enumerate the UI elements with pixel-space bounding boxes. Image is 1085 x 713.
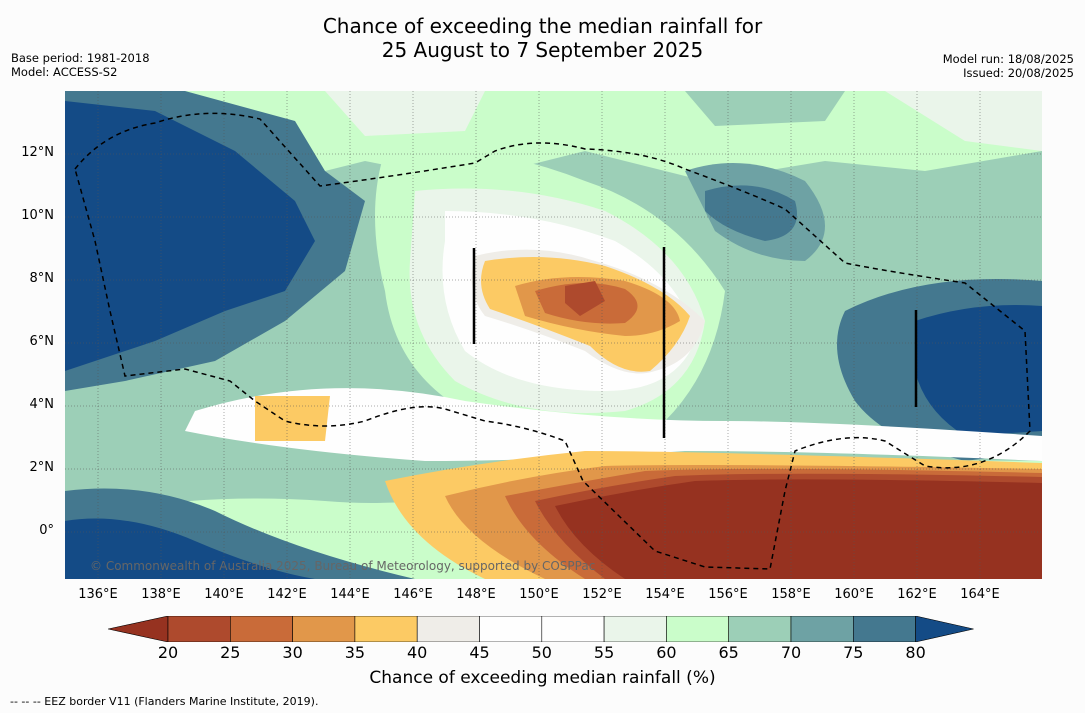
lon-label-146e: 146°E <box>393 587 433 602</box>
lon-label-148e: 148°E <box>456 587 496 602</box>
region-80-southwest <box>65 518 315 579</box>
base-period: Base period: 1981-2018 <box>11 51 150 65</box>
lon-label-156e: 156°E <box>708 587 748 602</box>
eez-border <box>74 112 1031 570</box>
region-80-west <box>65 101 315 371</box>
meta-right: Model run: 18/08/2025 Issued: 20/08/2025 <box>943 52 1074 80</box>
lat-label-4n: 4°N <box>29 397 55 412</box>
colorbar-tick-label: 30 <box>282 643 303 662</box>
graticule <box>65 91 1042 579</box>
colorbar-tick-label: 60 <box>656 643 677 662</box>
colorbar-segment <box>852 615 916 643</box>
lat-label-6n: 6°N <box>29 334 55 349</box>
colorbar-segment <box>603 615 667 643</box>
colorbar-segment <box>790 615 854 643</box>
colorbar-tick-label: 65 <box>718 643 739 662</box>
lon-label-154e: 154°E <box>645 587 685 602</box>
lon-label-150e: 150°E <box>519 587 559 602</box>
colorbar-tick-label: 50 <box>531 643 552 662</box>
title-line-2: 25 August to 7 September 2025 <box>381 38 704 62</box>
colorbar-segment <box>230 615 293 643</box>
copyright-notice: © Commonwealth of Australia 2025, Bureau… <box>90 559 596 573</box>
colorbar-segment <box>728 615 792 643</box>
colorbar-segment <box>292 615 356 643</box>
lon-label-152e: 152°E <box>582 587 622 602</box>
colorbar-tick-label: 80 <box>905 643 926 662</box>
colorbar-extend-low <box>107 615 169 643</box>
colorbar-tick-label: 55 <box>593 643 615 662</box>
colorbar-extend-high <box>915 615 974 643</box>
region-35-40-west-patch <box>255 396 330 441</box>
lat-label-10n: 10°N <box>21 208 54 223</box>
meta-left: Base period: 1981-2018 Model: ACCESS-S2 <box>11 51 150 79</box>
colorbar-tick-label: 25 <box>220 643 241 662</box>
lat-label-8n: 8°N <box>29 271 55 286</box>
lon-label-140e: 140°E <box>204 587 244 602</box>
region-55-60-topright <box>885 91 1042 151</box>
colorbar-tick-label: 35 <box>344 643 366 662</box>
region-65-70-top <box>685 91 845 126</box>
lat-label-2n: 2°N <box>29 460 55 475</box>
colorbar-segment <box>666 615 730 643</box>
region-45-55-band <box>185 388 1042 461</box>
colorbar-svg <box>107 615 974 643</box>
title-line-1: Chance of exceeding the median rainfall … <box>322 14 763 38</box>
lat-label-12n: 12°N <box>21 145 54 160</box>
eez-footnote: -- -- -- EEZ border V11 (Flanders Marine… <box>10 695 319 708</box>
colorbar-segment <box>354 615 418 643</box>
colorbar-segment <box>479 615 543 643</box>
colorbar-segment <box>541 615 605 643</box>
colorbar-tick-label: 70 <box>780 643 802 662</box>
lon-label-162e: 162°E <box>897 587 937 602</box>
rainfall-map <box>65 91 1042 579</box>
lon-label-160e: 160°E <box>834 587 874 602</box>
map-canvas <box>65 91 1042 579</box>
lon-label-144e: 144°E <box>330 587 370 602</box>
model-name: Model: ACCESS-S2 <box>11 65 118 79</box>
colorbar-tick-label: 40 <box>407 643 428 662</box>
region-55-60-top <box>325 91 485 136</box>
model-run: Model run: 18/08/2025 <box>942 52 1074 66</box>
lon-label-136e: 136°E <box>78 587 118 602</box>
lon-label-158e: 158°E <box>771 587 811 602</box>
colorbar-tick-label: 75 <box>843 643 864 662</box>
colorbar-segment <box>416 615 480 643</box>
lon-label-164e: 164°E <box>960 587 1000 602</box>
colorbar-tick-label: 45 <box>469 643 490 662</box>
lat-label-0: 0° <box>39 523 54 538</box>
colorbar <box>107 615 978 646</box>
lon-label-142e: 142°E <box>267 587 307 602</box>
region-80-east <box>915 305 1042 436</box>
colorbar-tick-label: 20 <box>157 643 179 662</box>
region-20-25-centre <box>565 281 605 316</box>
issued-date: Issued: 20/08/2025 <box>963 66 1074 80</box>
region-below-20-south <box>555 479 1042 579</box>
colorbar-segment <box>167 615 231 643</box>
lon-label-138e: 138°E <box>141 587 181 602</box>
map-title: Chance of exceeding the median rainfall … <box>0 14 1085 62</box>
colorbar-label: Chance of exceeding median rainfall (%) <box>369 668 716 688</box>
